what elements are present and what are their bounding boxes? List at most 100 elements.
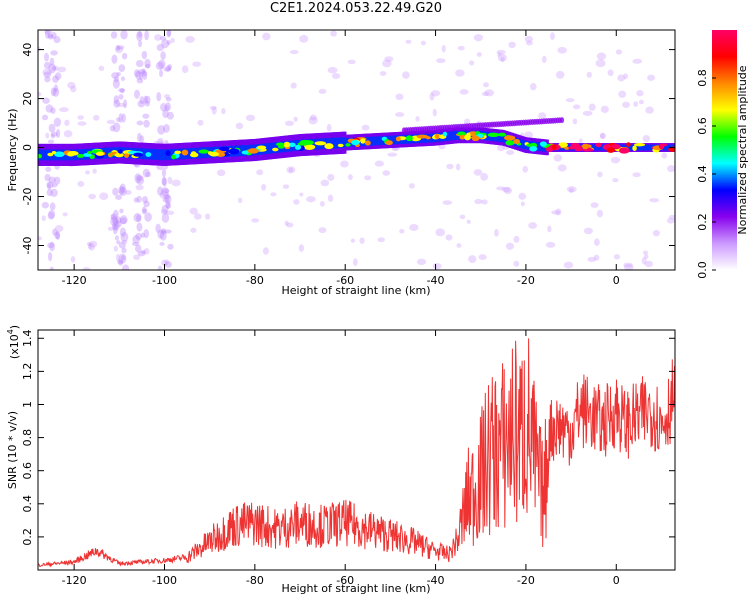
spectrogram-speckle	[382, 170, 391, 176]
spectrogram-column-noise	[47, 251, 53, 262]
spectrogram-speckle	[590, 202, 599, 208]
spectrogram-column-noise	[112, 122, 121, 133]
spectrogram-speckle	[111, 213, 118, 221]
spectrogram-column-noise	[141, 68, 146, 74]
spectrogram-speckle	[455, 163, 461, 171]
spectrogram-column-noise	[144, 212, 152, 222]
spectrogram-speckle	[181, 65, 189, 74]
spectrogram-speckle	[99, 192, 109, 200]
spectrogram-blob	[247, 148, 259, 154]
spectrogram-blob	[272, 147, 279, 152]
spectrogram-speckle	[382, 59, 392, 68]
spectrogram-blob	[626, 142, 631, 147]
spectrogram-column-noise	[166, 40, 171, 46]
spectrogram-speckle	[330, 30, 337, 37]
spectrogram-column-noise	[162, 109, 169, 119]
spectrogram-speckle	[319, 201, 325, 207]
spectrogram-column-noise	[140, 232, 146, 238]
spectrogram-blob	[611, 144, 621, 150]
spectrogram-column-noise	[111, 222, 120, 231]
spectrogram-speckle	[115, 253, 120, 262]
spectrogram-blob	[633, 143, 646, 147]
spectrogram-blob	[51, 150, 57, 155]
spectrogram-column-noise	[144, 30, 149, 41]
spectrogram-speckle	[599, 132, 607, 140]
spectrogram-column-noise	[116, 240, 121, 245]
spectrogram-speckle	[642, 250, 649, 255]
spectrogram-column-noise	[44, 173, 51, 182]
spectrogram-speckle	[106, 119, 116, 125]
spectrogram-speckle	[459, 89, 469, 95]
snr-series-line	[38, 338, 675, 568]
spectrogram-y-label: Frequency (Hz)	[6, 109, 19, 192]
spectrogram-speckle	[45, 132, 50, 139]
spectrogram-column-noise	[161, 204, 169, 214]
spectrogram-speckle	[586, 71, 592, 78]
snr-y-scale: (x104)	[6, 325, 21, 359]
snr-x-label: Height of straight line (km)	[281, 582, 430, 595]
spectrogram-blob	[288, 142, 296, 148]
spectrogram-speckle	[478, 254, 487, 261]
spectrogram-speckle	[327, 173, 335, 181]
spectrogram-column-noise	[135, 59, 144, 68]
spectrogram-speckle	[459, 214, 466, 220]
spectrogram-speckle	[167, 176, 173, 185]
spectrogram-column-noise	[163, 194, 171, 200]
spectrogram-speckle	[430, 90, 441, 97]
spectrogram-speckle	[353, 258, 358, 266]
spectrogram-speckle	[409, 224, 419, 231]
spectrogram-speckle	[124, 190, 132, 195]
spectrogram-column-noise	[164, 261, 172, 268]
spectrogram-speckle	[270, 192, 277, 197]
spectrogram-column-noise	[162, 177, 167, 187]
x-tick-label: -100	[152, 274, 177, 287]
spectrogram-speckle	[501, 186, 511, 193]
spectrogram-column-noise	[119, 217, 127, 225]
spectrogram-column-noise	[48, 63, 57, 74]
spectrogram-column-noise	[50, 131, 58, 137]
spectrogram-speckle	[62, 212, 68, 217]
spectrogram-speckle	[286, 166, 296, 174]
spectrogram-blob	[283, 141, 291, 148]
spectrogram-speckle	[88, 242, 93, 250]
spectrogram-speckle	[262, 32, 271, 41]
spectrogram-speckle	[545, 241, 556, 248]
spectrogram-speckle	[86, 242, 92, 247]
spectrogram-speckle	[209, 105, 217, 110]
spectrogram-column-noise	[137, 100, 146, 108]
spectrogram-speckle	[633, 101, 639, 107]
spectrogram-speckle	[256, 169, 264, 176]
snr-panel: -120 -100 -80 -60 -40 -20 0 0.2 0.4 0.6 0.8 1 1.2 1.…	[6, 325, 676, 595]
spectrogram-blob	[558, 142, 568, 148]
spectrogram-column-noise	[161, 168, 167, 178]
spectrogram-column-noise	[136, 132, 142, 142]
spectrogram-speckle	[565, 98, 575, 103]
spectrogram-column-noise	[144, 95, 151, 104]
spectrogram-column-noise	[44, 52, 49, 62]
spectrogram-column-noise	[157, 229, 165, 239]
spectrogram-speckle	[647, 74, 656, 81]
spectrogram-column-noise	[159, 241, 165, 246]
spectrogram-column-noise	[41, 114, 49, 121]
colorbar-tick-label: 0.6	[696, 117, 709, 135]
spectrogram-speckle	[441, 44, 446, 53]
spectrogram-speckle	[588, 103, 596, 111]
spectrogram-speckle	[666, 217, 675, 224]
spectrogram-speckle	[320, 179, 330, 187]
spectrogram-column-noise	[121, 247, 127, 254]
spectrogram-speckle	[473, 34, 484, 42]
spectrogram-speckle	[483, 82, 489, 88]
spectrogram-column-noise	[137, 250, 146, 257]
spectrogram-column-noise	[46, 182, 52, 190]
spectrogram-speckle	[435, 228, 446, 237]
spectrogram-column-noise	[140, 249, 146, 254]
spectrogram-column-noise	[144, 63, 151, 69]
spectrogram-blob	[324, 143, 334, 150]
x-tick-label: -100	[152, 574, 177, 587]
y-tick-label: -20	[21, 188, 34, 206]
spectrogram-speckle	[164, 94, 171, 99]
spectrogram-speckle	[340, 160, 349, 168]
spectrogram-blob	[297, 142, 309, 146]
spectrogram-speckle	[384, 56, 394, 62]
